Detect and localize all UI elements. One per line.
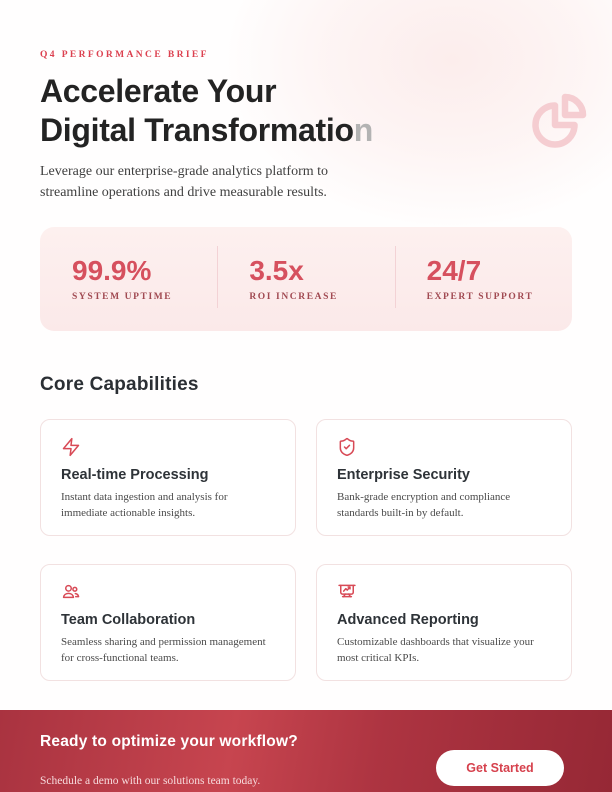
card-title: Enterprise Security [337,467,470,483]
page-title: Accelerate Your Digital Transformation [40,72,572,150]
pie-chart-decoration-icon [532,93,587,148]
presentation-chart-icon [338,584,356,598]
card-title: Advanced Reporting [337,612,479,628]
section-title-core-capabilities: Core Capabilities [40,374,199,395]
card-description: Bank-grade encryption and compliance sta… [337,491,511,519]
lightning-icon [62,437,80,457]
users-icon [62,584,80,599]
stat-label: EXPERT SUPPORT [426,292,534,302]
card-title: Real-time Processing [61,467,209,483]
card-title: Team Collaboration [61,612,196,628]
footer-subtext: Schedule a demo with our solutions team … [40,775,261,787]
card-description: Customizable dashboards that visualize y… [337,636,534,664]
footer-heading: Ready to optimize your workflow? [40,733,298,750]
card-enterprise-security: Enterprise Security Bank-grade encryptio… [316,419,572,536]
page-title-line2: Digital Transformatio [40,112,354,148]
capability-cards-grid: Real-time Processing Instant data ingest… [40,419,572,681]
cta-footer: Ready to optimize your workflow? Schedul… [0,710,612,792]
stat-value: 3.5x [249,255,304,286]
main-content: Q4 PERFORMANCE BRIEF Accelerate Your Digi… [40,50,572,681]
eyebrow-label: Q4 PERFORMANCE BRIEF [40,50,209,60]
stat-value: 99.9% [72,255,152,286]
get-started-button[interactable]: Get Started [436,750,564,786]
stats-panel: 99.9% SYSTEM UPTIME 3.5x ROI INCREASE 24… [40,227,572,331]
shield-check-icon [339,437,355,457]
stat-expert-support: 24/7 EXPERT SUPPORT [394,246,572,308]
card-real-time-processing: Real-time Processing Instant data ingest… [40,419,296,536]
card-team-collaboration: Team Collaboration Seamless sharing and … [40,564,296,681]
stat-label: ROI INCREASE [249,292,338,302]
stat-value: 24/7 [426,255,482,286]
page-title-line1: Accelerate Your [40,73,277,109]
page-title-faded-letter: n [353,112,374,148]
stat-roi-increase: 3.5x ROI INCREASE [217,246,394,308]
card-description: Seamless sharing and permission manageme… [61,636,266,664]
hero-subtitle: Leverage our enterprise-grade analytics … [40,164,329,200]
card-description: Instant data ingestion and analysis for … [61,491,228,519]
stat-system-uptime: 99.9% SYSTEM UPTIME [40,255,217,303]
stat-label: SYSTEM UPTIME [72,292,173,302]
card-advanced-reporting: Advanced Reporting Customizable dashboar… [316,564,572,681]
